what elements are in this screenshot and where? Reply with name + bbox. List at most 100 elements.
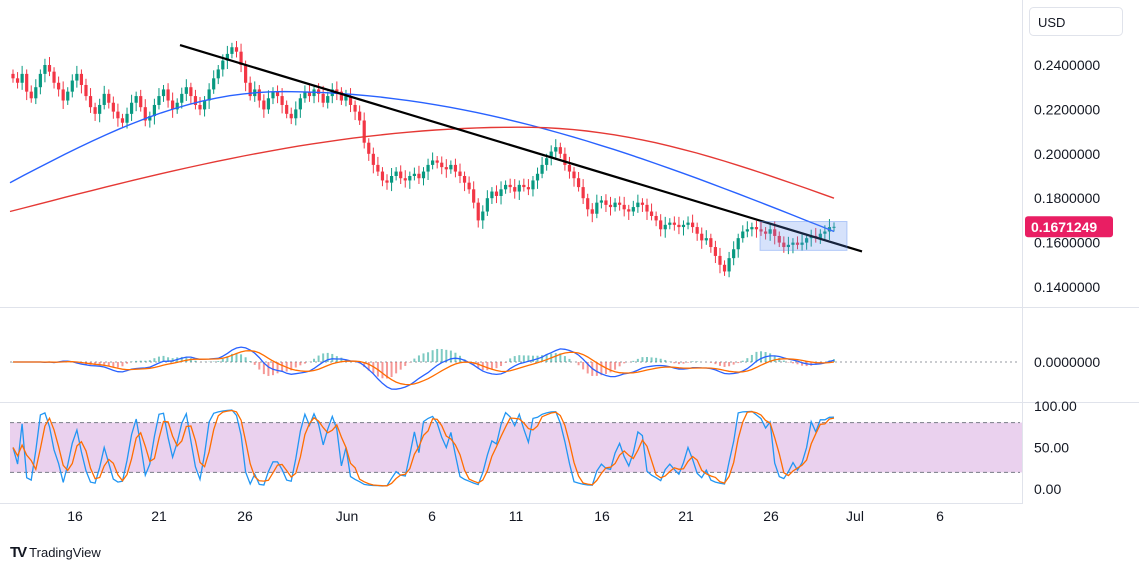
price-tick-label: 0.1400000 [1034,279,1100,295]
macd-histogram-bar [107,362,110,366]
candle [134,91,138,112]
macd-histogram-bar [267,362,270,376]
macd-histogram-bar [522,355,525,362]
macd-histogram-bar [545,353,548,362]
macd-histogram-bar [290,362,293,371]
candle [763,227,768,240]
candle [686,216,690,230]
macd-histogram-bar [404,362,407,366]
macd-histogram-bar [801,362,804,366]
candle [376,156,380,176]
macd-histogram-bar [413,358,416,362]
currency-button[interactable]: USD [1029,7,1123,36]
candle [513,179,517,199]
macd-histogram-bar [157,356,160,362]
candle [116,103,120,127]
time-tick-label: 21 [151,508,167,524]
candle [567,156,572,179]
candle [326,91,330,109]
macd-histogram-bar [303,362,306,364]
candle [385,174,389,190]
macd-histogram-bar [741,360,744,362]
macd-histogram-bar [440,349,443,362]
candle [20,65,24,90]
macd-histogram-bar [641,357,644,362]
candle [791,238,795,254]
macd-histogram-bar [691,361,694,362]
macd-histogram-bar [659,358,662,362]
candle [275,85,280,104]
candle [754,220,759,238]
macd-histogram-bar [609,362,612,373]
candle [180,87,184,109]
candle [107,89,111,109]
candle [786,236,790,255]
candle [818,229,822,244]
macd-histogram-bar [778,357,781,362]
stoch-k-line [12,409,835,487]
candle [444,159,448,178]
stoch-band [10,422,1022,473]
breakout-highlight [759,221,848,251]
candle [25,69,29,101]
candle [449,160,453,174]
tradingview-logo-mark: TV [10,544,27,561]
candle [202,96,207,117]
candle [467,176,471,194]
macd-histogram-bar [541,355,544,362]
candle [745,221,749,238]
candle [713,240,718,264]
macd-histogram-bar [221,358,224,362]
macd-histogram-bar [495,362,498,369]
macd-histogram-bar [230,353,233,362]
macd-histogram-bar [732,362,735,365]
macd-histogram-bar [454,352,457,362]
candle [549,145,553,166]
candle [481,205,485,229]
candle [535,167,540,189]
candle [782,236,786,253]
candle [526,179,531,196]
candle [627,204,631,220]
time-tick-label: 16 [67,508,83,524]
macd-histogram-bar [586,362,589,374]
stoch-tick-label: 0.00 [1034,481,1061,497]
candle [672,216,676,231]
tradingview-logo[interactable]: TV TradingView [10,544,101,561]
macd-histogram-bar [422,353,425,362]
macd-histogram-bar [112,362,115,368]
candle [253,81,257,102]
candle [750,222,754,237]
candle [736,233,740,258]
macd-histogram-bar [714,362,717,365]
candle [399,165,403,184]
macd-histogram-bar [331,353,334,362]
macd-histogram-bar [326,352,329,362]
candle [741,225,745,243]
candle [298,93,302,118]
macd-histogram-bar [664,359,667,362]
candle [494,185,499,204]
candle [139,89,143,112]
candle [462,171,467,192]
macd-histogram-bar [518,355,521,362]
macd-histogram-bar [94,362,97,365]
candle [43,58,47,83]
candle [57,76,61,97]
macd-histogram-bar [417,355,420,362]
candle [111,96,115,119]
candle [403,170,407,188]
candle [677,216,681,235]
candle [98,98,102,123]
macd-histogram-bar [294,362,297,368]
trendline[interactable] [179,43,863,253]
candle [499,181,503,205]
macd-histogram-bar [568,358,571,362]
candle [645,198,649,220]
candle [84,78,88,101]
candle [248,76,252,101]
macd-histogram-bar [796,362,799,365]
candle [289,107,293,125]
candle [125,107,129,129]
